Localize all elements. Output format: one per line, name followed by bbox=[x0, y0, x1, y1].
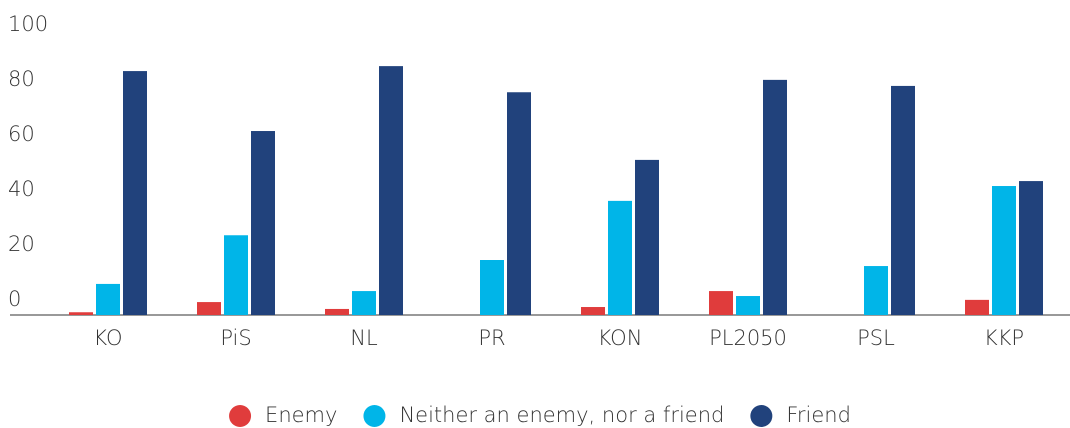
bar bbox=[325, 308, 349, 315]
y-tick-label: 60 bbox=[8, 122, 35, 146]
bar bbox=[992, 186, 1016, 315]
bar bbox=[69, 312, 93, 315]
x-tick-label: KON bbox=[598, 326, 643, 350]
legend-marker bbox=[229, 405, 252, 427]
bar bbox=[581, 307, 605, 315]
bar bbox=[197, 302, 221, 315]
bar bbox=[96, 283, 120, 315]
legend-label: Neither an enemy, nor a friend bbox=[399, 403, 724, 427]
legend-marker bbox=[750, 405, 773, 427]
legend-label: Enemy bbox=[265, 403, 337, 427]
bar bbox=[635, 159, 659, 315]
x-tick-label: PL2050 bbox=[709, 326, 787, 350]
bar bbox=[480, 260, 504, 315]
bar bbox=[251, 131, 275, 315]
x-tick-label: PR bbox=[478, 326, 505, 350]
bar bbox=[224, 235, 248, 315]
bar bbox=[709, 291, 733, 315]
y-tick-label: 0 bbox=[8, 287, 21, 311]
bar bbox=[507, 92, 531, 315]
bar bbox=[1019, 181, 1043, 315]
x-tick-label: PiS bbox=[220, 326, 251, 350]
bar bbox=[763, 79, 787, 315]
bar bbox=[379, 66, 403, 315]
x-tick-label: KO bbox=[93, 326, 122, 350]
y-tick-label: 100 bbox=[8, 12, 48, 36]
y-tick-label: 40 bbox=[8, 177, 35, 201]
y-tick-label: 80 bbox=[8, 67, 35, 91]
x-tick-label: KKP bbox=[984, 326, 1024, 350]
bar bbox=[608, 200, 632, 315]
x-tick-label: NL bbox=[350, 326, 378, 350]
bar bbox=[891, 85, 915, 315]
bar bbox=[965, 299, 989, 315]
legend-marker bbox=[363, 405, 386, 427]
bar bbox=[736, 296, 760, 315]
y-tick-label: 20 bbox=[8, 232, 35, 256]
bar bbox=[352, 291, 376, 315]
legend-label: Friend bbox=[786, 403, 851, 427]
bar bbox=[864, 266, 888, 315]
x-tick-label: PSL bbox=[857, 326, 895, 350]
bar bbox=[123, 71, 147, 315]
